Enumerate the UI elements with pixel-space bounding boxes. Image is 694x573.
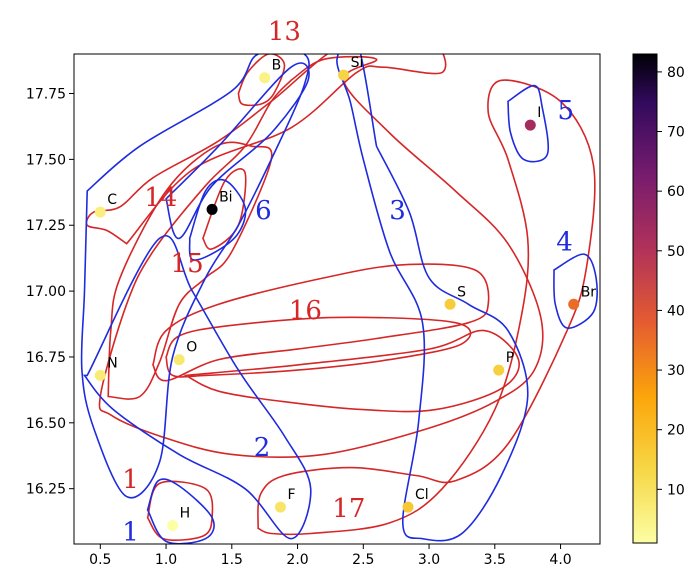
colorbar-tick-label: 80: [667, 65, 685, 81]
point-label-bi: Bi: [219, 189, 233, 205]
point-label-n: N: [107, 355, 117, 371]
group-13-outline: [85, 54, 447, 245]
y-axis: 16.25 16.50 16.75 17.00 17.25 17.50 17.75: [26, 87, 74, 498]
y-tick-label: 17.00: [26, 284, 66, 300]
point-label-h: H: [180, 506, 191, 522]
x-tick-label: 2.5: [352, 552, 374, 568]
x-tick-label: 3.5: [484, 552, 506, 568]
group-outlines: [80, 54, 598, 544]
colorbar-tick-label: 50: [667, 244, 685, 260]
point-c: [94, 206, 106, 218]
group-5-outline: [507, 84, 549, 163]
point-label-cl: Cl: [415, 487, 429, 503]
x-tick-label: 3.0: [418, 552, 440, 568]
group-label-5-6: 5: [558, 96, 575, 126]
group-label-4-9: 4: [556, 228, 573, 258]
y-tick-label: 17.50: [26, 152, 66, 168]
group-15-outline: [201, 168, 247, 250]
point-br: [568, 298, 580, 310]
y-tick-label: 16.75: [26, 350, 66, 366]
group-16-outline: [151, 263, 490, 382]
colorbar-tick-label: 40: [667, 303, 685, 319]
point-label-p: P: [506, 350, 514, 366]
group-label-17-4: 17: [332, 494, 365, 524]
colorbar-tick-label: 60: [667, 184, 685, 200]
group-13-outline: [237, 54, 286, 107]
group-label-1-5: 1: [122, 465, 139, 495]
point-i: [524, 119, 536, 131]
colorbar-tick-label: 20: [667, 423, 685, 439]
y-tick-label: 16.50: [26, 416, 66, 432]
group-label-16-3: 16: [289, 296, 322, 326]
group-label-2-10: 2: [254, 433, 271, 463]
group-label-13-0: 13: [268, 17, 301, 47]
point-label-b: B: [272, 58, 282, 74]
x-axis: 0.5 1.0 1.5 2.0 2.5 3.0 3.5 4.0: [89, 544, 572, 568]
point-labels: H B Si I C Bi S Br O N P F Cl: [107, 55, 596, 521]
point-si: [338, 69, 350, 81]
colorbar-tick-label: 10: [667, 482, 685, 498]
point-h: [167, 520, 179, 532]
point-f: [274, 501, 286, 513]
y-tick-label: 17.75: [26, 87, 66, 103]
group-16-outline: [165, 316, 472, 378]
group-2-outline: [165, 62, 310, 240]
colorbar-tick-label: 30: [667, 363, 685, 379]
point-label-i: I: [537, 105, 541, 121]
group-label-1-11: 1: [122, 517, 139, 547]
y-tick-label: 16.25: [26, 482, 66, 498]
group-3-outline: [336, 54, 529, 542]
x-tick-label: 1.5: [221, 552, 243, 568]
point-bi: [206, 203, 218, 215]
group-label-14-1: 14: [144, 183, 177, 213]
y-tick-label: 17.25: [26, 218, 66, 234]
group-6-outline: [188, 178, 247, 261]
x-tick-label: 4.0: [549, 552, 571, 568]
colorbar: 10 20 30 40 50 60 70 80: [632, 53, 685, 544]
group-label-3-8: 3: [389, 196, 406, 226]
group-14-outline: [98, 55, 544, 459]
colorbar-tick-label: 70: [667, 125, 685, 141]
point-label-f: F: [287, 487, 295, 503]
point-s: [444, 298, 456, 310]
point-label-si: Si: [351, 55, 364, 71]
group-1-outline: [146, 478, 215, 544]
point-label-o: O: [186, 340, 197, 356]
point-cl: [402, 501, 414, 513]
x-tick-label: 2.0: [286, 552, 308, 568]
point-b: [259, 72, 271, 84]
colorbar-gradient: [632, 53, 658, 544]
colorbar-ticks: 10 20 30 40 50 60 70 80: [657, 65, 685, 498]
point-label-s: S: [457, 284, 466, 300]
group-label-6-7: 6: [255, 196, 272, 226]
data-points: [94, 69, 580, 532]
x-tick-label: 0.5: [89, 552, 111, 568]
plot-frame: [73, 53, 601, 545]
point-p: [493, 364, 505, 376]
x-tick-label: 1.0: [155, 552, 177, 568]
point-label-c: C: [107, 192, 117, 208]
group-17-outline: [257, 79, 596, 536]
group-label-15-2: 15: [171, 249, 204, 279]
point-o: [173, 354, 185, 366]
point-n: [94, 369, 106, 381]
group-2-outline: [80, 54, 310, 499]
point-label-br: Br: [581, 284, 597, 300]
group-4-outline: [553, 253, 598, 329]
group-2-outline: [82, 235, 312, 540]
